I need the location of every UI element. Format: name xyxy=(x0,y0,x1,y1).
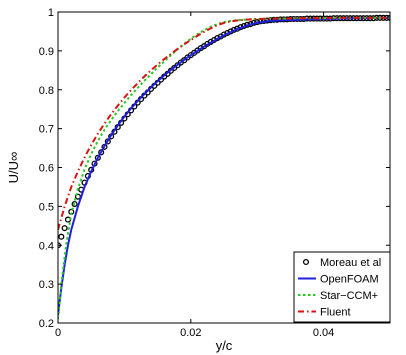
legend: Moreau et al OpenFOAM Star−CCM+ Fluent xyxy=(293,251,391,323)
legend-label-openfoam: OpenFOAM xyxy=(320,274,379,286)
y-tick-label: 0.5 xyxy=(39,201,54,213)
y-tick-label: 0.8 xyxy=(39,85,54,97)
legend-marker-moreau-et-al xyxy=(302,258,310,266)
y-tick-label: 0.9 xyxy=(39,46,54,58)
y-tick-label: 0.2 xyxy=(39,318,54,330)
legend-label-star-ccm: Star−CCM+ xyxy=(320,290,378,302)
y-axis-title: U/U∞ xyxy=(6,152,21,184)
y-tick-label: 0.7 xyxy=(39,124,54,136)
series-line-openfoam xyxy=(58,16,390,316)
y-tick-label: 1 xyxy=(48,7,54,19)
y-tick-label: 0.3 xyxy=(39,279,54,291)
ticks-layer: 0 0.02 0.04 0.2 0.3 0.4 0.5 0.6 0.7 0.8 0.9 1 xyxy=(39,7,390,339)
series-layer xyxy=(58,14,390,320)
data-point xyxy=(61,225,68,232)
data-point xyxy=(94,154,101,161)
x-tick-label: 0 xyxy=(55,327,61,339)
x-axis-title: y/c xyxy=(216,338,233,353)
legend-label-fluent: Fluent xyxy=(320,307,351,319)
legend-label-moreau-et-al: Moreau et al xyxy=(320,257,381,269)
legend-box xyxy=(293,251,391,323)
data-point xyxy=(58,233,65,240)
y-tick-label: 0.6 xyxy=(39,163,54,175)
x-tick-label: 0.04 xyxy=(313,327,334,339)
y-tick-label: 0.4 xyxy=(39,240,54,252)
x-tick-label: 0.02 xyxy=(180,327,201,339)
series-line-fluent xyxy=(58,16,390,230)
data-point xyxy=(71,200,78,208)
